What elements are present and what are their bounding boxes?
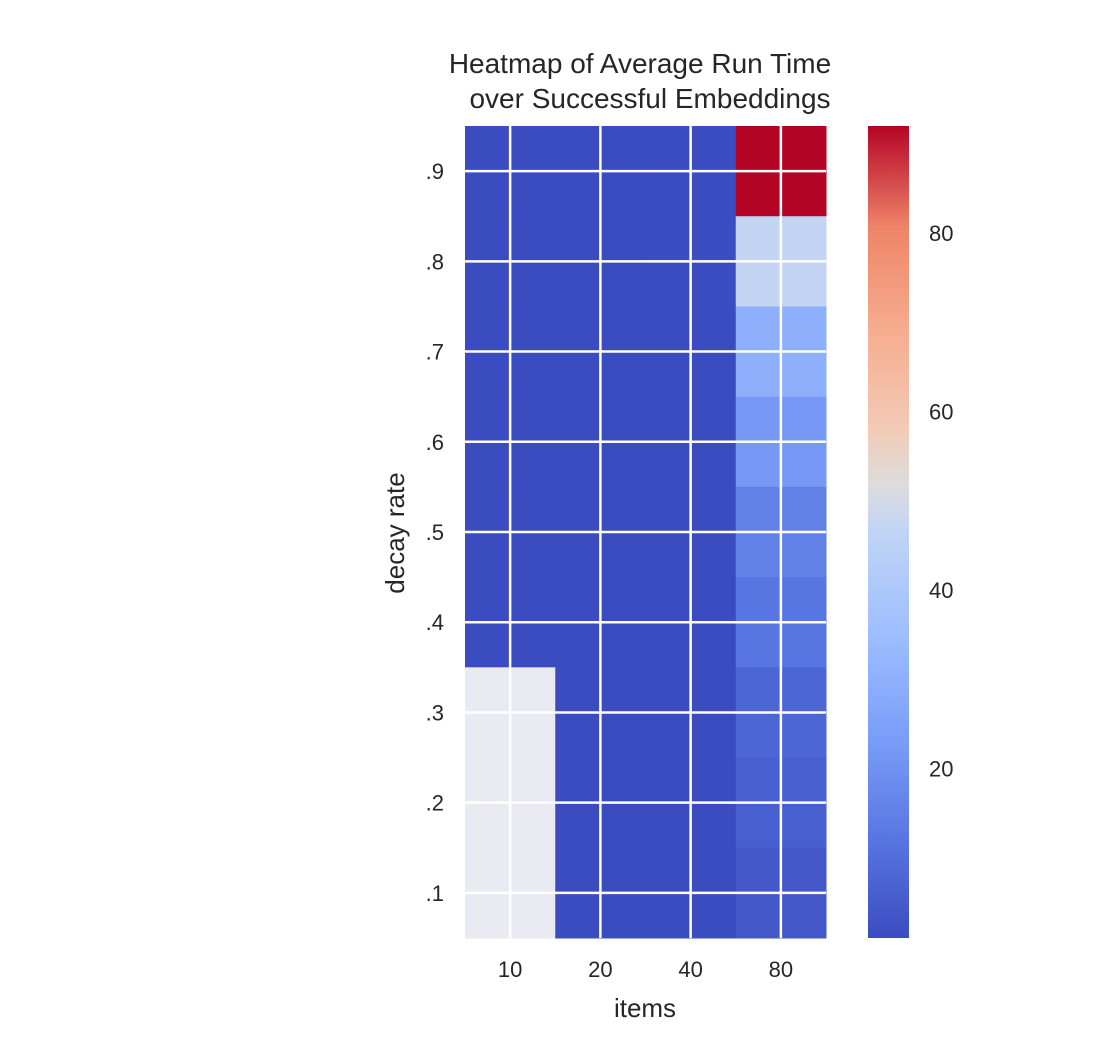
colorbar (868, 126, 909, 938)
y-tick-label: .1 (426, 881, 444, 906)
chart-title-line-1: Heatmap of Average Run Time (449, 48, 831, 79)
colorbar-tick-label: 20 (929, 756, 953, 781)
y-tick-labels: .9 .8 .7 .6 .5 .4 .3 .2 .1 (426, 159, 444, 906)
y-tick-label: .2 (426, 791, 444, 816)
y-tick-label: .9 (426, 159, 444, 184)
y-tick-label: .8 (426, 249, 444, 274)
x-tick-label: 40 (678, 957, 702, 982)
x-axis-label: items (614, 993, 676, 1023)
chart-title-line-2: over Successful Embeddings (469, 83, 830, 114)
y-tick-label: .6 (426, 430, 444, 455)
x-tick-labels: 10 20 40 80 (498, 957, 793, 982)
y-tick-label: .7 (426, 340, 444, 365)
colorbar-tick-label: 60 (929, 400, 953, 425)
x-tick-label: 10 (498, 957, 522, 982)
y-tick-label: .3 (426, 700, 444, 725)
colorbar-tick-label: 40 (929, 578, 953, 603)
colorbar-tick-label: 80 (929, 221, 953, 246)
x-tick-label: 20 (588, 957, 612, 982)
x-tick-label: 80 (769, 957, 793, 982)
y-tick-label: .5 (426, 520, 444, 545)
y-axis-label: decay rate (380, 472, 410, 593)
heatmap-grid (465, 126, 826, 938)
y-tick-label: .4 (426, 610, 444, 635)
colorbar-tick-labels: 20 40 60 80 (929, 221, 953, 781)
